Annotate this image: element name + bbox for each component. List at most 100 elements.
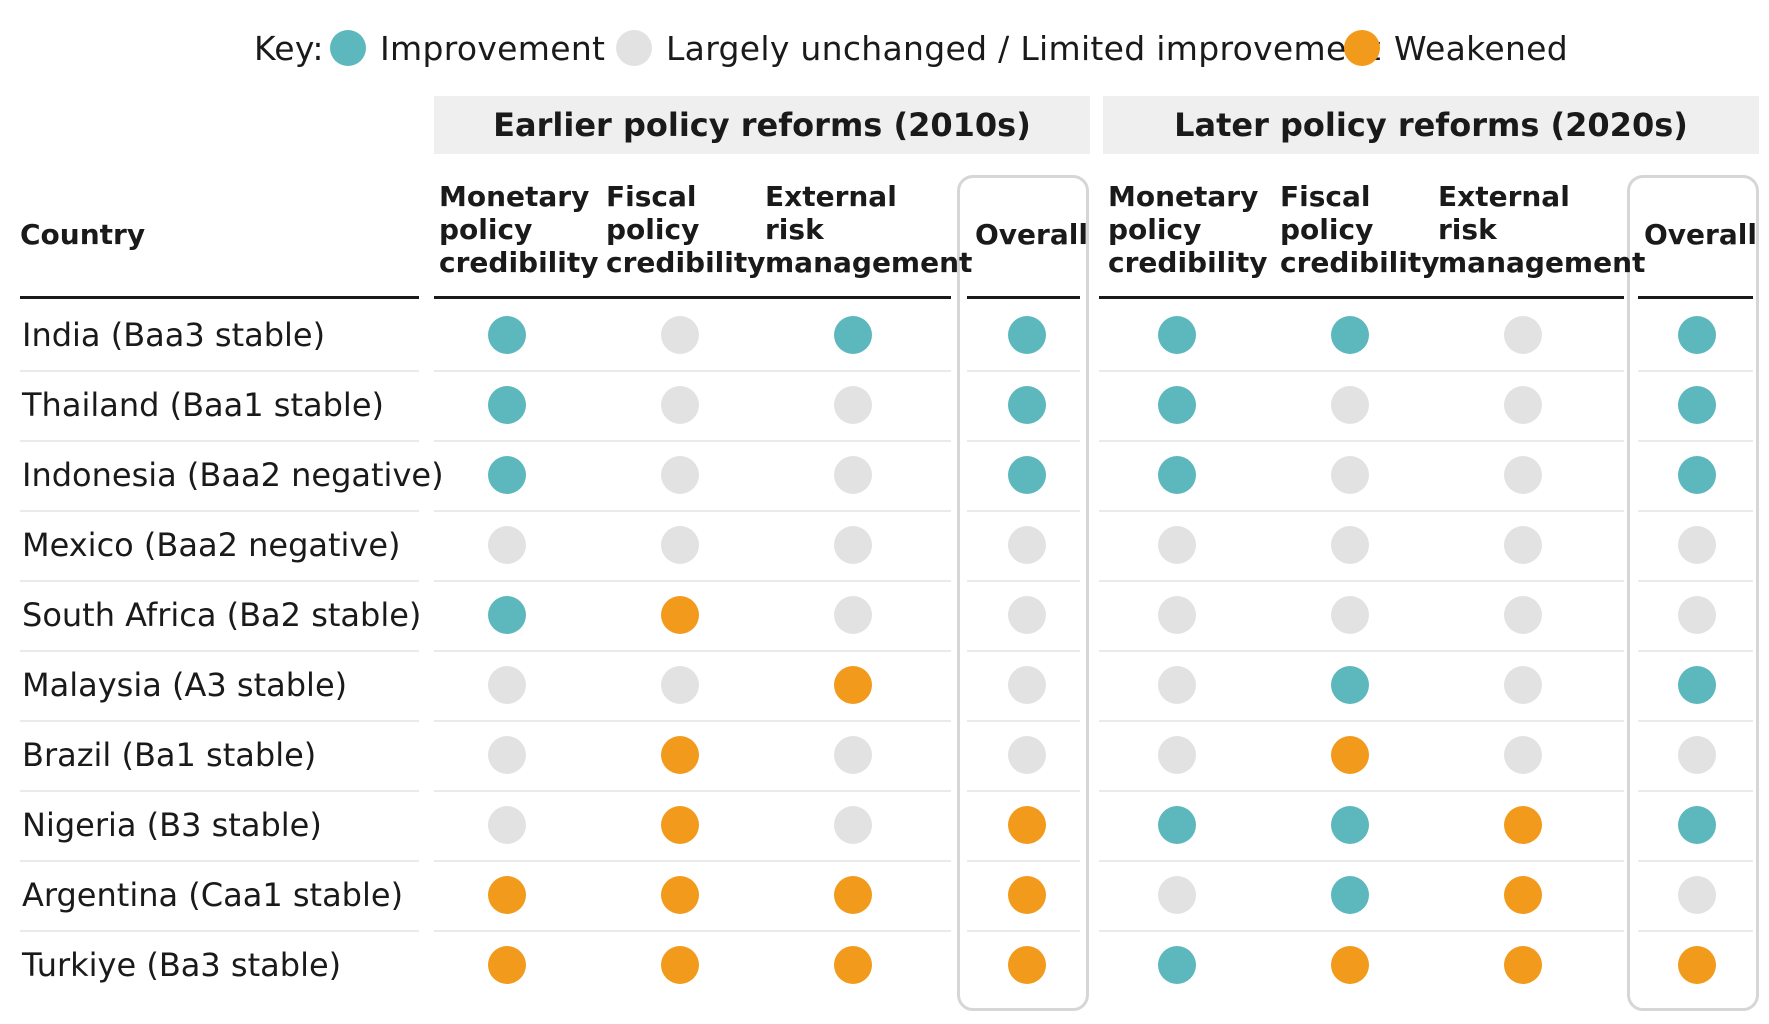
legend-item-improvement: Improvement — [330, 24, 605, 72]
status-dot — [1678, 316, 1716, 354]
status-dot — [834, 316, 872, 354]
status-dot — [1331, 596, 1369, 634]
status-dot — [1331, 456, 1369, 494]
column-header-later-3: External risk management — [1438, 180, 1645, 279]
country-label: Mexico (Baa2 negative) — [22, 526, 401, 564]
column-header-earlier-1: Monetary policy credibility — [439, 180, 599, 279]
column-header-earlier-4: Overall — [975, 218, 1088, 251]
status-dot — [834, 666, 872, 704]
status-dot — [1008, 806, 1046, 844]
status-dot — [1678, 526, 1716, 564]
column-header-line: Fiscal — [1280, 180, 1371, 213]
row-separator — [1099, 650, 1624, 652]
status-dot — [1158, 316, 1196, 354]
row-separator — [1099, 440, 1624, 442]
row-separator — [1638, 510, 1753, 512]
country-label: South Africa (Ba2 stable) — [22, 596, 422, 634]
row-separator — [1638, 860, 1753, 862]
status-dot — [488, 316, 526, 354]
column-header-line: policy — [606, 213, 700, 246]
status-dot — [1008, 666, 1046, 704]
status-dot — [1504, 876, 1542, 914]
legend-label-improvement: Improvement — [380, 28, 606, 68]
row-separator — [20, 510, 419, 512]
row-separator — [20, 860, 419, 862]
status-dot — [1678, 386, 1716, 424]
status-dot — [1331, 946, 1369, 984]
row-separator — [20, 370, 419, 372]
group-header-later: Later policy reforms (2020s) — [1103, 96, 1759, 154]
column-header-line: External — [765, 180, 897, 213]
status-dot — [834, 526, 872, 564]
country-label: Nigeria (B3 stable) — [22, 806, 322, 844]
column-header-line: risk — [765, 213, 824, 246]
status-dot — [661, 456, 699, 494]
row-separator — [434, 790, 951, 792]
status-dot — [1008, 946, 1046, 984]
status-dot — [488, 876, 526, 914]
legend-item-unchanged: Largely unchanged / Limited improvement — [616, 24, 1381, 72]
row-separator — [967, 790, 1080, 792]
status-dot — [488, 806, 526, 844]
status-dot — [1504, 386, 1542, 424]
column-header-line: Overall — [1644, 218, 1757, 251]
status-dot — [1504, 806, 1542, 844]
status-dot — [834, 876, 872, 914]
status-dot — [1678, 456, 1716, 494]
status-dot — [1008, 386, 1046, 424]
overall-column-box-later — [1627, 175, 1759, 1011]
row-separator — [20, 720, 419, 722]
status-dot — [834, 946, 872, 984]
status-dot — [1008, 596, 1046, 634]
status-dot — [1158, 946, 1196, 984]
status-dot — [1158, 456, 1196, 494]
column-header-later-1: Monetary policy credibility — [1108, 180, 1268, 279]
status-dot — [488, 946, 526, 984]
status-dot — [1158, 526, 1196, 564]
status-dot — [1678, 596, 1716, 634]
status-dot — [661, 876, 699, 914]
status-dot — [834, 596, 872, 634]
status-dot — [661, 736, 699, 774]
legend-dot-unchanged — [616, 30, 652, 66]
row-separator — [434, 510, 951, 512]
legend-label-weakened: Weakened — [1394, 28, 1569, 68]
row-separator — [434, 440, 951, 442]
status-dot — [661, 806, 699, 844]
column-header-line: policy — [1280, 213, 1374, 246]
status-dot — [1158, 596, 1196, 634]
row-separator — [1099, 580, 1624, 582]
column-header-line: Overall — [975, 218, 1088, 251]
status-dot — [1008, 456, 1046, 494]
status-dot — [661, 386, 699, 424]
row-separator — [434, 580, 951, 582]
header-rule — [1099, 296, 1624, 299]
row-separator — [1638, 790, 1753, 792]
status-dot — [1158, 876, 1196, 914]
column-header-line: credibility — [1280, 246, 1440, 279]
status-dot — [1504, 666, 1542, 704]
status-dot — [1331, 316, 1369, 354]
row-separator — [1099, 720, 1624, 722]
country-label: Thailand (Baa1 stable) — [22, 386, 384, 424]
status-dot — [488, 596, 526, 634]
status-dot — [488, 456, 526, 494]
row-separator — [434, 720, 951, 722]
status-dot — [1678, 946, 1716, 984]
column-header-line: credibility — [606, 246, 766, 279]
row-separator — [967, 440, 1080, 442]
status-dot — [488, 526, 526, 564]
row-separator — [1638, 930, 1753, 932]
status-dot — [1158, 736, 1196, 774]
status-dot — [1504, 946, 1542, 984]
legend-key-text: Key: — [254, 28, 324, 68]
status-dot — [488, 386, 526, 424]
country-label: Indonesia (Baa2 negative) — [22, 456, 444, 494]
group-header-earlier: Earlier policy reforms (2010s) — [434, 96, 1090, 154]
legend: Key: Improvement Largely unchanged / Lim… — [0, 24, 1769, 72]
header-rule — [1638, 296, 1753, 299]
row-separator — [1638, 720, 1753, 722]
country-label: Brazil (Ba1 stable) — [22, 736, 317, 774]
row-separator — [967, 580, 1080, 582]
status-dot — [1008, 526, 1046, 564]
